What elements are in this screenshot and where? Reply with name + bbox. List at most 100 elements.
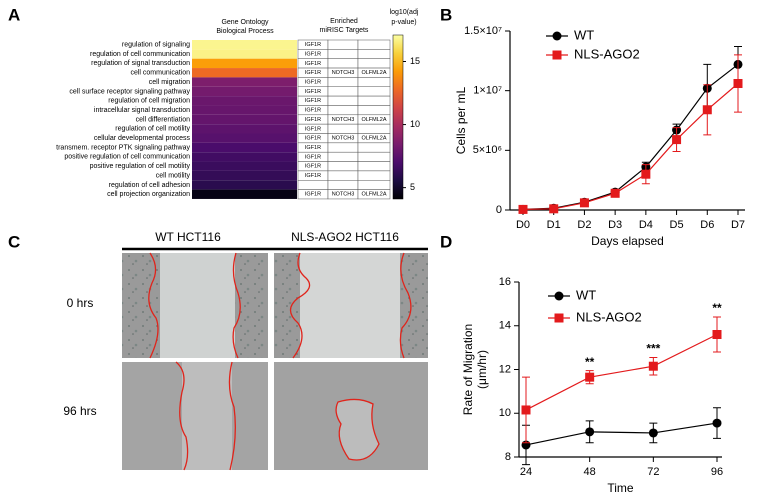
row-label: transmem. receptor PTK signaling pathway [56,144,190,151]
heat-cell [192,77,297,87]
target: IGF1R [305,164,321,170]
x-tick-label: 48 [584,466,596,478]
target-cell [327,142,359,153]
row-label: 0 hrs [67,296,94,310]
x-axis-label: Time [607,481,634,495]
y-tick-label: 1.5×10⁷ [464,25,502,37]
heat-cell [192,189,297,199]
heat-cell [192,40,297,50]
target: NOTCH3 [332,136,355,142]
marker [672,135,682,145]
target-cell [327,151,359,162]
x-tick-label: 96 [711,466,723,478]
colorbar-label: p-value) [391,19,416,26]
y-tick-label: 16 [499,276,511,288]
marker [521,405,531,415]
marker [518,204,528,214]
x-tick-label: D7 [731,219,745,231]
row-label: cell migration [149,79,190,86]
heat-cell [192,49,297,59]
significance: ** [585,355,595,369]
x-tick-label: 24 [520,466,532,478]
marker [579,198,589,208]
y-tick-label: 5×10⁶ [473,144,502,156]
target: IGF1R [305,51,321,57]
target-cell [327,49,359,59]
x-tick-label: D0 [516,219,530,231]
legend-label: WT [576,287,596,302]
series-line [522,83,739,211]
target-cell [357,161,391,172]
target: IGF1R [305,136,321,142]
x-tick-label: D2 [577,219,591,231]
row-label: cell communication [130,70,190,77]
target: OLFML2A [361,70,386,76]
target: IGF1R [305,89,321,95]
marker [702,105,712,115]
heat-cell [192,68,297,78]
row-label: regulation of cell adhesion [109,182,190,189]
heat-cell [192,142,297,153]
wound-edge [289,252,412,359]
target-cell [357,77,391,88]
micrographs: WT HCT116 NLS-AGO2 HCT116 0 hrs 96 hrs [63,230,428,471]
y-axis-label: Rate of Migration [461,324,475,415]
target-cell [357,58,391,69]
wound [160,253,235,358]
heat-cell [192,114,297,125]
significance: *** [646,342,660,356]
target: NOTCH3 [332,192,355,198]
x-axis-label: Days elapsed [591,234,664,248]
target: IGF1R [305,98,321,104]
target: IGF1R [305,173,321,179]
y-tick-label: 12 [499,363,511,375]
legend-marker [552,31,562,41]
heat-cell [192,124,297,134]
x-tick-label: D4 [639,219,653,231]
wound [182,362,232,470]
target-cell [357,105,391,116]
target-cell [357,49,391,59]
heat-cell [192,152,297,162]
row-label: regulation of signal transduction [91,60,190,67]
row-label: positive regulation of cell communicatio… [64,154,190,161]
target-cell [327,77,359,88]
legend-label: NLS-AGO2 [574,46,640,61]
wound-edge [148,252,241,359]
target-cell [327,86,359,97]
marker [585,427,595,437]
x-tick-label: D6 [700,219,714,231]
row-label: cellular developmental process [94,135,191,142]
target: IGF1R [305,108,321,114]
target: OLFML2A [361,192,386,198]
heat-cell [192,86,297,97]
target-cell [327,180,359,190]
marker [712,418,722,428]
y-axis-label: Cells per mL [454,87,468,155]
wound-edge [175,361,236,471]
row-label: cell projection organization [107,191,190,198]
row-label: regulation of cell motility [115,126,190,133]
series-line [525,333,718,411]
panel-label: A [8,5,20,24]
significance: ** [712,301,722,315]
row-label: 96 hrs [63,404,96,418]
target-cell [327,58,359,69]
target-cell [327,123,359,134]
legend-label: NLS-AGO2 [576,309,642,324]
panel-label: B [440,5,452,24]
target-cell [327,170,359,181]
y-tick-label: 10 [499,407,511,419]
row-label: cell motility [156,172,191,179]
colorbar-tick-label: 10 [410,119,420,129]
target: OLFML2A [361,117,386,123]
marker [733,79,743,89]
column-header: miRISC Targets [320,27,369,34]
target-cell [357,86,391,97]
row-label: intracellular signal transduction [94,107,190,114]
row-label: cell differentiation [136,116,190,123]
column-header: Enriched [330,18,358,25]
heat-cell [192,161,297,171]
x-tick-label: D3 [608,219,622,231]
target-cell [327,105,359,116]
